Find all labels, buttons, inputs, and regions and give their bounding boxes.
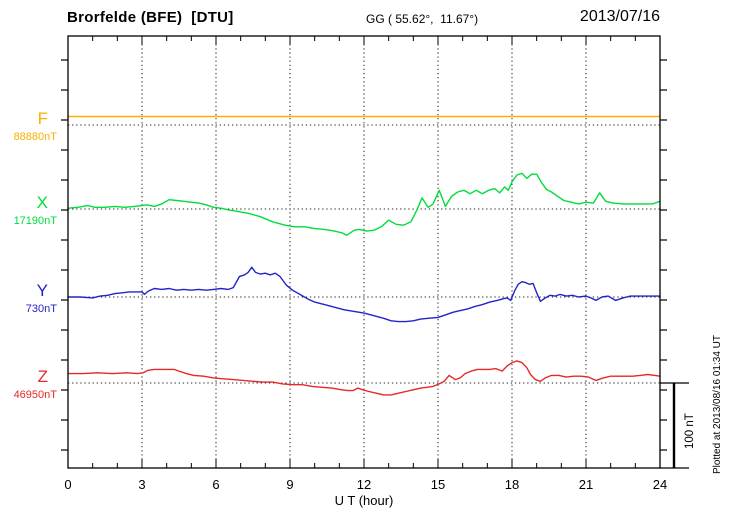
x-tick-label-21: 21 xyxy=(578,477,594,492)
series-base-value-Z: 46950nT xyxy=(13,389,57,401)
series-base-value-F: 88880nT xyxy=(13,131,57,143)
x-tick-label-3: 3 xyxy=(138,477,146,492)
series-letter-Y: Y xyxy=(36,281,48,300)
plotted-timestamp: Plotted at 2013/08/16 01:34 UT xyxy=(712,335,723,474)
x-tick-label-12: 12 xyxy=(356,477,372,492)
series-letter-Z: Z xyxy=(37,367,48,386)
x-tick-label-0: 0 xyxy=(64,477,72,492)
x-axis-label: U T (hour) xyxy=(334,493,394,508)
x-tick-label-9: 9 xyxy=(286,477,294,492)
series-base-value-X: 17190nT xyxy=(13,215,57,227)
series-letter-F: F xyxy=(37,109,48,128)
series-curve-Y xyxy=(67,266,661,323)
plot-frame xyxy=(67,35,661,469)
station-title: Brorfelde (BFE) [DTU] xyxy=(67,9,234,26)
x-tick-label-15: 15 xyxy=(430,477,446,492)
x-tick-label-18: 18 xyxy=(504,477,520,492)
series-curve-X xyxy=(67,172,661,237)
x-tick-label-24: 24 xyxy=(652,477,668,492)
geo-coordinates: GG ( 55.62°, 11.67°) xyxy=(366,12,479,26)
series-base-value-Y: 730nT xyxy=(25,303,57,315)
series-letter-X: X xyxy=(36,193,48,212)
series-curve-Z xyxy=(67,360,661,396)
scale-bar-label: 100 nT xyxy=(684,413,696,449)
plot-date: 2013/07/16 xyxy=(579,8,660,25)
x-tick-label-6: 6 xyxy=(212,477,220,492)
